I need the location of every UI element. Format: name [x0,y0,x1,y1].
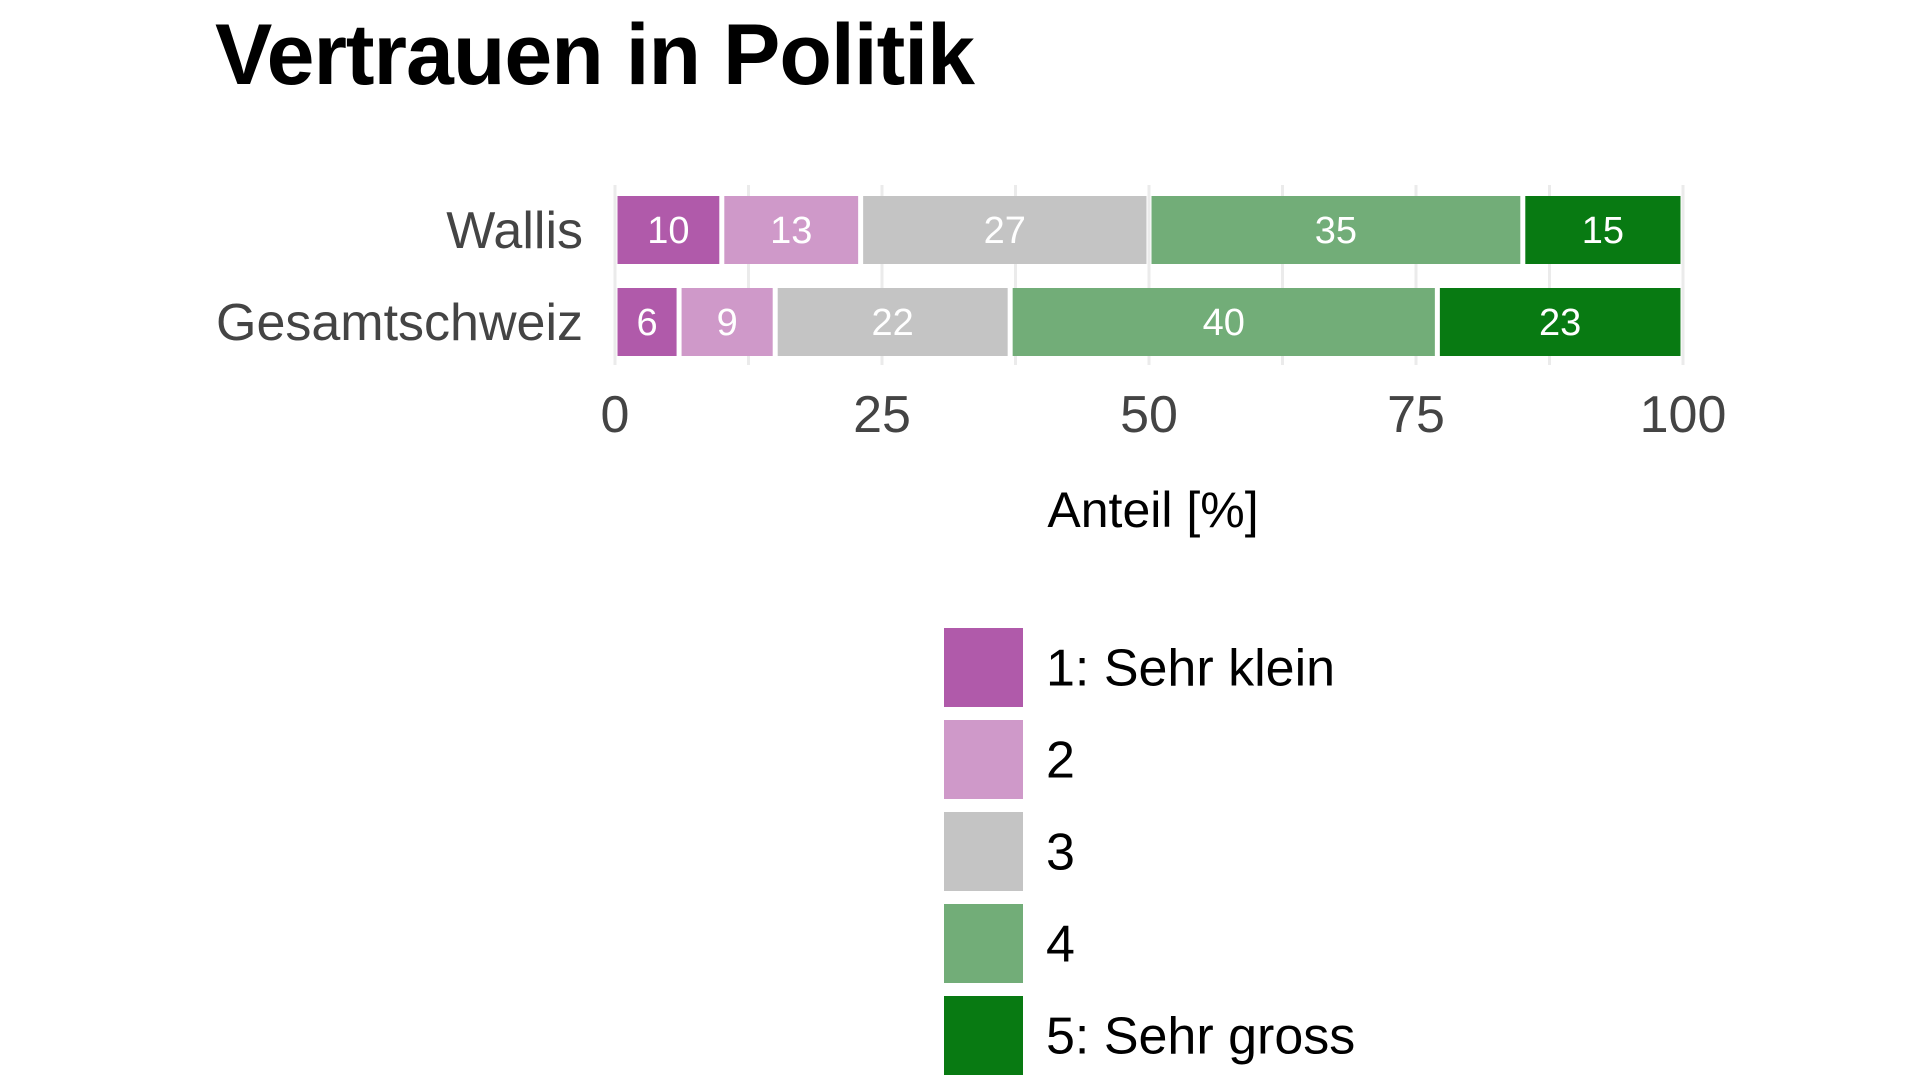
category-label: Gesamtschweiz [216,294,583,352]
x-tick-label: 0 [601,386,630,444]
legend: 1: Sehr klein 2 3 4 5: Sehr gross [944,628,1355,1075]
legend-label: 5: Sehr gross [1046,1008,1355,1066]
legend-label: 4 [1046,916,1075,974]
x-tick-label: 75 [1387,386,1445,444]
bar-segment [617,196,720,264]
legend-label: 1: Sehr klein [1046,640,1335,698]
x-tick-label: 50 [1120,386,1178,444]
bar-value-label: 9 [717,302,738,344]
label-layer: 10 13 27 35 15 6 9 22 40 23 [636,210,1624,344]
bar-segment [1151,196,1521,264]
bar-value-label: 22 [872,302,914,344]
legend-swatch [944,628,1023,707]
legend-swatch [944,720,1023,799]
x-tick-label: 25 [853,386,911,444]
bar-value-label: 13 [770,210,812,252]
x-axis-title: Anteil [%] [1047,482,1258,538]
bar-segment [617,288,677,356]
bar-segment [681,288,773,356]
chart-title: Vertrauen in Politik [215,7,975,103]
x-tick-label: 100 [1640,386,1727,444]
legend-swatch [944,904,1023,983]
legend-label: 2 [1046,732,1075,790]
bar-value-label: 35 [1315,210,1357,252]
legend-swatch [944,812,1023,891]
bar-segment [777,288,1008,356]
bar-segment [1525,196,1681,264]
legend-swatch [944,996,1023,1075]
bar-value-label: 6 [636,302,657,344]
axis-layer: 0 25 50 75 100 Wallis Gesamtschweiz [216,202,1726,444]
bar-segment [724,196,859,264]
bar-value-label: 27 [984,210,1026,252]
bar-segment [1012,288,1435,356]
bar-value-label: 10 [647,210,689,252]
bar-value-label: 40 [1203,302,1245,344]
bar-value-label: 15 [1582,210,1624,252]
bar-layer [617,196,1681,356]
bar-segment [1439,288,1681,356]
category-label: Wallis [446,202,583,260]
bar-value-label: 23 [1539,302,1581,344]
legend-label: 3 [1046,824,1075,882]
bar-segment [863,196,1147,264]
